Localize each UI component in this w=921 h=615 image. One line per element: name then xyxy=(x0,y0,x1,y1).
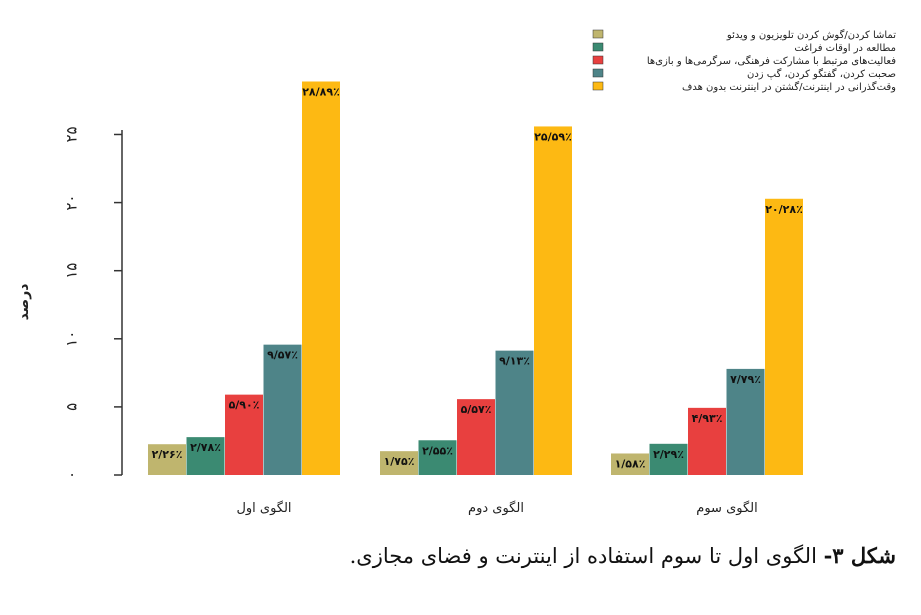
bars: ۲/۲۶٪ ۲/۷۸٪ ۵/۹۰٪ ۹/۵۷٪ ۲۸/۸۹٪ ۱/۷۵٪ ۲/۵۵٪ ۵/۵۷… xyxy=(148,81,803,476)
legend-swatch xyxy=(592,55,604,65)
legend-swatch xyxy=(592,68,604,78)
y-tick-label: ۲۵ xyxy=(63,126,81,142)
legend-swatch xyxy=(592,42,604,52)
bar xyxy=(534,126,572,476)
bar xyxy=(688,407,726,475)
y-tick-label: ۱۵ xyxy=(63,263,81,279)
bar xyxy=(765,198,803,476)
legend: تماشا کردن/گوش کردن تلویزیون و ویدئو مطال… xyxy=(592,29,896,93)
bar xyxy=(495,350,534,475)
legend-entry: تماشا کردن/گوش کردن تلویزیون و ویدئو xyxy=(726,29,896,41)
bar xyxy=(225,394,263,475)
bar-value-label: ۲۸/۸۹٪ xyxy=(302,85,340,98)
bar-value-label: ۷/۷۹٪ xyxy=(730,373,761,386)
bar-value-label: ۹/۱۳٪ xyxy=(499,355,530,368)
bar-value-label: ۲۵/۵۹٪ xyxy=(534,130,572,143)
bar xyxy=(418,440,457,475)
bar xyxy=(263,344,302,475)
y-tick-label: ۵ xyxy=(63,403,81,411)
bar xyxy=(611,453,649,475)
bar-value-label: ۲/۲۹٪ xyxy=(653,448,684,461)
legend-swatch xyxy=(592,81,604,91)
bar xyxy=(380,451,418,475)
legend-swatch xyxy=(592,29,604,39)
legend-entry: مطالعه در اوقات فراغت xyxy=(794,43,896,54)
bar-value-label: ۵/۵۷٪ xyxy=(461,403,492,416)
y-axis-label: درصد xyxy=(16,284,32,321)
figure-caption: شکل ۳- الگوی اول تا سوم استفاده از اینتر… xyxy=(0,543,896,568)
bar-value-label: ۹/۵۷٪ xyxy=(267,349,298,362)
bar xyxy=(186,437,225,475)
bar-value-label: ۱/۷۵٪ xyxy=(384,455,415,468)
bar xyxy=(726,368,765,475)
bar-value-label: ۲۰/۲۸٪ xyxy=(765,203,803,216)
bar-value-label: ۱/۵۸٪ xyxy=(615,457,646,470)
bar xyxy=(457,399,495,475)
legend-entry: وقت‌گذرانی در اینترنت/گشتن در اینترنت بد… xyxy=(682,81,896,93)
caption-text: الگوی اول تا سوم استفاده از اینترنت و فض… xyxy=(349,544,824,568)
y-tick-label: ۱۰ xyxy=(63,331,81,347)
category-label: الگوی اول xyxy=(236,500,291,516)
category-labels: الگوی اول الگوی دوم الگوی سوم xyxy=(236,500,757,516)
bar-value-label: ۲/۵۵٪ xyxy=(422,444,453,457)
caption-number: شکل ۳- xyxy=(823,543,896,568)
bar xyxy=(302,81,340,475)
y-tick-label: ۲۰ xyxy=(63,195,81,211)
bar xyxy=(148,444,186,475)
bar-value-label: ۲/۷۸٪ xyxy=(190,441,221,454)
legend-entry: فعالیت‌های مرتبط با مشارکت فرهنگی، سرگرم… xyxy=(647,55,896,67)
category-label: الگوی سوم xyxy=(696,500,757,516)
bar-value-label: ۴/۹۳٪ xyxy=(692,412,723,425)
bar xyxy=(649,443,688,475)
bar-value-label: ۵/۹۰٪ xyxy=(229,399,260,412)
bar-chart: تماشا کردن/گوش کردن تلویزیون و ویدئو مطال… xyxy=(16,29,896,516)
legend-entry: صحبت کردن، گفتگو کردن، گپ زدن xyxy=(747,68,896,80)
bar-value-label: ۲/۲۶٪ xyxy=(152,448,183,461)
y-tick-label: ۰ xyxy=(63,471,81,479)
y-ticks: ۰ ۵ ۱۰ ۱۵ ۲۰ ۲۵ xyxy=(63,126,122,479)
category-label: الگوی دوم xyxy=(468,500,524,516)
